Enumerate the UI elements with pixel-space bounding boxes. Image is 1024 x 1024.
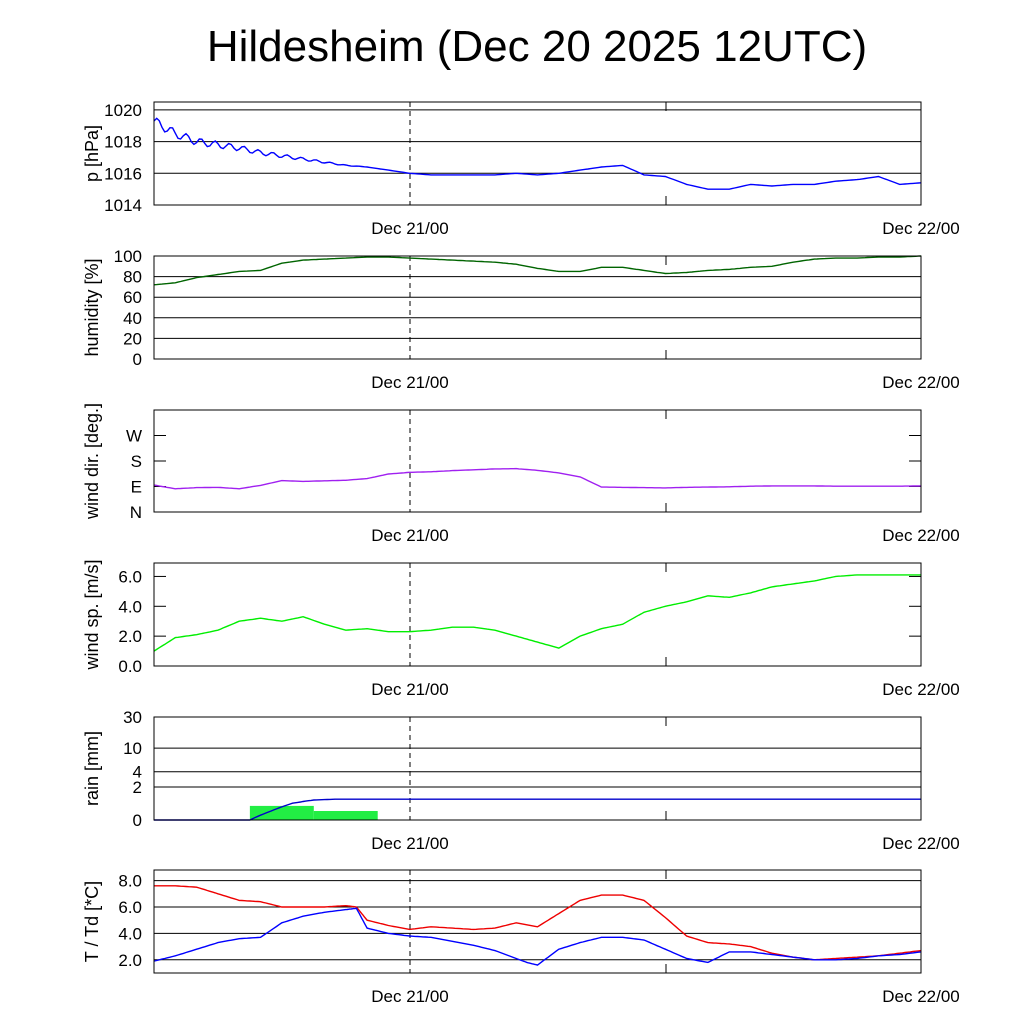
chart-panel-pressure: 1014 1016 1018 1020 Dec 21/00 Dec 22/00 p [hPa…: [82, 101, 960, 238]
series-line-wind-direction: [153, 467, 922, 490]
plot-frame: [153, 409, 922, 513]
y-tick-label: 0: [133, 811, 142, 830]
series-line-humidity: [153, 255, 922, 286]
plot-frame: [153, 562, 922, 667]
y-tick-label: 1016: [104, 164, 142, 183]
y-tick-label: 10: [123, 739, 142, 758]
x-tick-label: Dec 22/00: [882, 680, 960, 699]
y-tick-label: 1018: [104, 133, 142, 152]
y-tick-label: 0: [133, 350, 142, 369]
y-tick-label: 0.0: [118, 657, 142, 676]
y-tick-label: S: [131, 452, 142, 471]
y-tick-label: 4.0: [118, 597, 142, 616]
y-tick-label: 2: [133, 778, 142, 797]
chart-panel-wind-speed: 0.0 2.0 4.0 6.0 Dec 21/00 Dec 22/00 wind sp. […: [82, 559, 960, 699]
series-line-temperature: [154, 885, 922, 961]
x-tick-label: Dec 21/00: [371, 219, 449, 238]
rain-bar: [313, 810, 378, 820]
x-tick-label: Dec 21/00: [371, 373, 449, 392]
y-tick-label: 30: [123, 708, 142, 727]
y-tick-label: 4: [133, 763, 142, 782]
series-line-dew-point: [153, 907, 922, 966]
x-tick-label: Dec 21/00: [371, 834, 449, 853]
y-tick-label: 60: [123, 288, 142, 307]
x-tick-label: Dec 22/00: [882, 834, 960, 853]
plot-frame: [153, 716, 922, 821]
y-tick-label: 6.0: [118, 567, 142, 586]
y-axis-label: humidity [%]: [82, 258, 102, 356]
y-tick-label: N: [130, 503, 142, 522]
plot-frame: [153, 255, 922, 360]
y-axis-label: p [hPa]: [82, 125, 102, 182]
series-line-pressure: [153, 117, 922, 190]
series-line-wind-speed: [153, 574, 921, 652]
y-tick-label: 8.0: [118, 872, 142, 891]
x-tick-label: Dec 22/00: [882, 373, 960, 392]
y-tick-label: 1020: [104, 101, 142, 120]
y-tick-label: W: [126, 427, 142, 446]
x-tick-label: Dec 22/00: [882, 987, 960, 1006]
y-axis-label: wind dir. [deg.]: [82, 403, 102, 520]
series-line-accumulated-rain: [154, 798, 921, 821]
x-tick-label: Dec 21/00: [371, 680, 449, 699]
y-tick-label: 1014: [104, 196, 142, 215]
y-tick-label: E: [131, 478, 142, 497]
x-tick-label: Dec 21/00: [371, 987, 449, 1006]
page-title: Hildesheim (Dec 20 2025 12UTC): [206, 22, 868, 71]
rain-bar: [249, 805, 314, 820]
chart-panel-rain: 0 24 10 30 Dec 21/00 Dec 22/00 rain [mm]: [82, 708, 960, 853]
x-tick-label: Dec 22/00: [882, 219, 960, 238]
y-axis-label: rain [mm]: [82, 731, 102, 806]
x-tick-label: Dec 22/00: [882, 526, 960, 545]
plot-frame: [153, 101, 922, 206]
y-tick-label: 20: [123, 329, 142, 348]
y-axis-label: wind sp. [m/s]: [82, 559, 102, 670]
y-tick-label: 80: [123, 268, 142, 287]
y-tick-label: 2.0: [118, 627, 142, 646]
y-tick-label: 40: [123, 309, 142, 328]
y-tick-label: 4.0: [118, 924, 142, 943]
y-tick-label: 100: [114, 247, 142, 266]
y-tick-label: 6.0: [118, 898, 142, 917]
y-tick-label: 2.0: [118, 951, 142, 970]
plot-frame: [153, 869, 922, 974]
chart-panel-temperature: 2.0 4.0 6.0 8.0 Dec 21/00 Dec 22/00 T / Td [*C…: [82, 869, 960, 1006]
x-tick-label: Dec 21/00: [371, 526, 449, 545]
y-axis-label: T / Td [*C]: [82, 881, 102, 962]
